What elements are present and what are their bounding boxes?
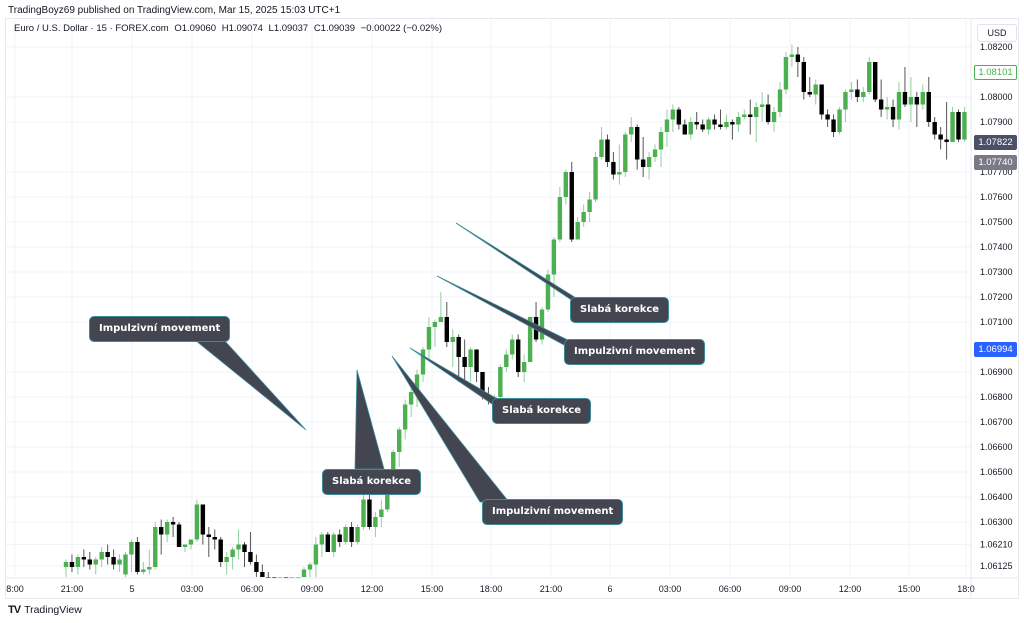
- svg-text:1.07400: 1.07400: [980, 242, 1013, 252]
- svg-text:06:00: 06:00: [719, 584, 742, 594]
- symbol-name[interactable]: Euro / U.S. Dollar · 15 · FOREX.com: [14, 23, 169, 34]
- annotation-pointers: [193, 222, 586, 503]
- svg-text:8:00: 8:00: [6, 584, 24, 594]
- price-change: −0.00022 (−0.02%): [360, 23, 442, 34]
- ohlc-close: C1.09039: [313, 23, 356, 34]
- svg-text:03:00: 03:00: [181, 584, 204, 594]
- ohlc-open: O1.09060: [174, 23, 217, 34]
- svg-text:06:00: 06:00: [241, 584, 264, 594]
- price-tag: 1.08101: [974, 64, 1017, 80]
- time-axis[interactable]: 8:00 21:00 5 03:00 06:00 09:00 12:00 15:00 18:00…: [6, 584, 975, 594]
- ohlc-low: L1.09037: [268, 23, 309, 34]
- grid-lines: [6, 19, 971, 577]
- svg-text:09:00: 09:00: [779, 584, 802, 594]
- price-axis[interactable]: 1.08200 1.08000 1.07900 1.07700 1.07600 1.075…: [980, 42, 1013, 571]
- svg-text:5: 5: [129, 584, 134, 594]
- svg-text:18:0: 18:0: [957, 584, 975, 594]
- svg-text:18:00: 18:00: [480, 584, 503, 594]
- annotation-callout[interactable]: Slabá korekce: [492, 398, 592, 424]
- annotation-callout[interactable]: Slabá korekce: [322, 469, 422, 495]
- svg-text:1.08000: 1.08000: [980, 92, 1013, 102]
- svg-text:12:00: 12:00: [839, 584, 862, 594]
- annotation-callout[interactable]: Slabá korekce: [570, 297, 670, 323]
- svg-text:15:00: 15:00: [898, 584, 921, 594]
- svg-text:1.06400: 1.06400: [980, 492, 1013, 502]
- svg-text:1.06210: 1.06210: [980, 540, 1013, 550]
- symbol-legend: Euro / U.S. Dollar · 15 · FOREX.com O1.0…: [14, 23, 445, 34]
- svg-text:1.07300: 1.07300: [980, 267, 1013, 277]
- svg-text:21:00: 21:00: [540, 584, 563, 594]
- svg-text:1.07200: 1.07200: [980, 292, 1013, 302]
- chart-frame: [5, 18, 1019, 599]
- price-tag: 1.07740: [974, 155, 1017, 170]
- svg-text:1.06800: 1.06800: [980, 392, 1013, 402]
- annotation-callout[interactable]: Impulzivní movement: [89, 316, 231, 342]
- svg-text:1.07600: 1.07600: [980, 192, 1013, 202]
- svg-text:1.06700: 1.06700: [980, 417, 1013, 427]
- annotation-callout[interactable]: Impulzivní movement: [564, 339, 706, 365]
- candles: [63, 44, 967, 579]
- svg-text:1.06300: 1.06300: [980, 517, 1013, 527]
- svg-text:21:00: 21:00: [61, 584, 84, 594]
- annotation-callout[interactable]: Impulzivní movement: [482, 499, 624, 525]
- currency-button[interactable]: USD: [977, 24, 1017, 42]
- tradingview-brand[interactable]: TV TradingView: [8, 604, 82, 616]
- price-tag: 1.06994: [974, 341, 1017, 357]
- svg-text:09:00: 09:00: [301, 584, 324, 594]
- svg-text:03:00: 03:00: [659, 584, 682, 594]
- svg-text:1.06125: 1.06125: [980, 561, 1013, 571]
- svg-text:15:00: 15:00: [421, 584, 444, 594]
- svg-text:1.07700: 1.07700: [980, 167, 1013, 177]
- svg-text:1.07900: 1.07900: [980, 117, 1013, 127]
- tradingview-logo-icon: TV: [8, 604, 21, 616]
- tradingview-name: TradingView: [24, 604, 82, 616]
- svg-text:1.06600: 1.06600: [980, 442, 1013, 452]
- publisher-line: TradingBoyz69 published on TradingView.c…: [8, 5, 341, 16]
- svg-text:1.08200: 1.08200: [980, 42, 1013, 52]
- price-tag: 1.07822: [974, 134, 1017, 150]
- svg-text:1.06500: 1.06500: [980, 467, 1013, 477]
- ohlc-high: H1.09074: [221, 23, 263, 34]
- svg-text:12:00: 12:00: [361, 584, 384, 594]
- svg-text:6: 6: [607, 584, 612, 594]
- svg-text:1.07500: 1.07500: [980, 217, 1013, 227]
- svg-text:1.07100: 1.07100: [980, 317, 1013, 327]
- svg-text:1.06900: 1.06900: [980, 367, 1013, 377]
